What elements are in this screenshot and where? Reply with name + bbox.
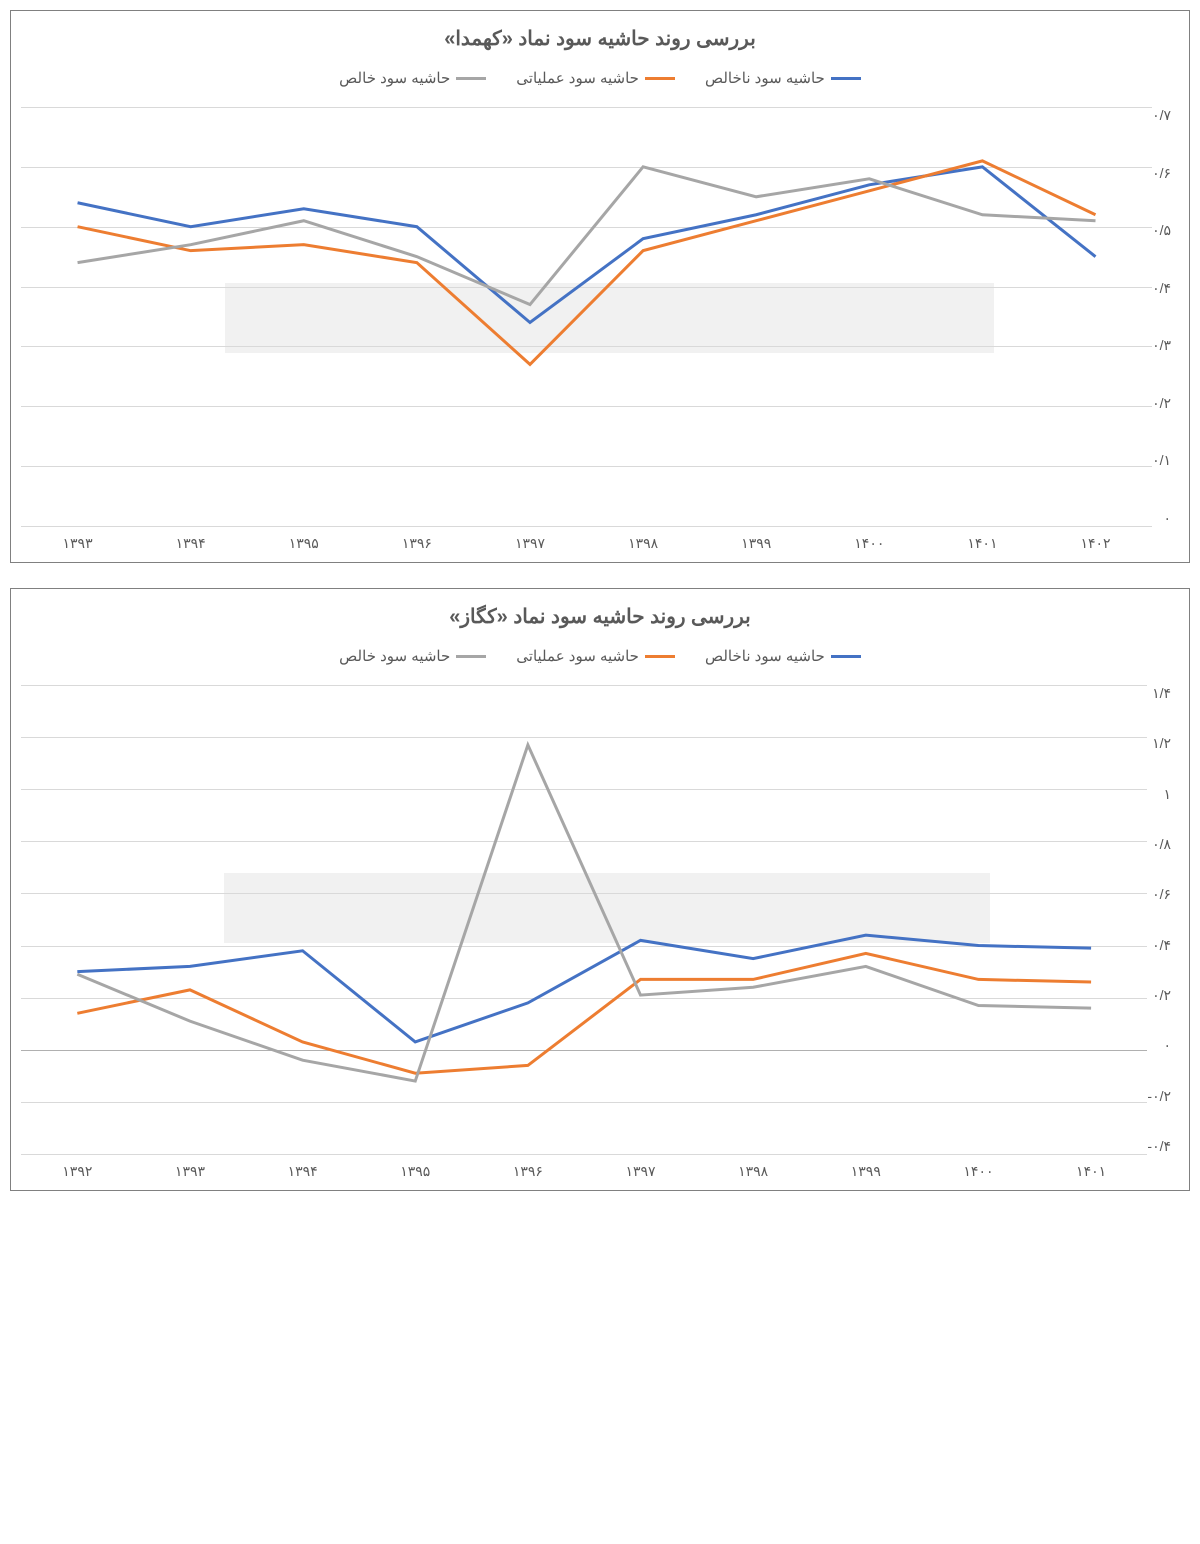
x-tick-label: ۱۳۹۹ (809, 1163, 922, 1180)
y-axis: ۰/۷ ۰/۶ ۰/۵ ۰/۴ ۰/۳ ۰/۲ ۰/۱ ۰ (1152, 107, 1179, 527)
x-tick-label: ۱۳۹۵ (247, 535, 360, 552)
x-tick-label: ۱۳۹۴ (134, 535, 247, 552)
y-tick-label: ۰/۱ (1152, 452, 1171, 469)
x-tick-label: ۱۳۹۷ (584, 1163, 697, 1180)
series-line (77, 745, 1091, 1081)
legend-swatch (645, 77, 675, 80)
legend-item-operating: حاشیه سود عملیاتی (516, 69, 675, 87)
y-tick-label: ۱/۴ (1152, 685, 1171, 702)
x-tick-label: ۱۴۰۲ (1039, 535, 1152, 552)
chart-title: بررسی روند حاشیه سود نماد «کهمدا» (21, 26, 1179, 51)
y-tick-label: -۰/۲ (1147, 1088, 1171, 1105)
gridline (21, 1154, 1147, 1155)
x-tick-label: ۱۳۹۳ (21, 535, 134, 552)
x-tick-label: ۱۴۰۰ (922, 1163, 1035, 1180)
y-tick-label: ۰/۴ (1152, 937, 1171, 954)
legend-item-net: حاشیه سود خالص (339, 647, 486, 665)
y-tick-label: ۰ (1163, 510, 1171, 527)
y-tick-label: ۰/۸ (1152, 836, 1171, 853)
y-tick-label: -۰/۴ (1147, 1138, 1171, 1155)
legend-label: حاشیه سود عملیاتی (516, 647, 639, 665)
legend-label: حاشیه سود خالص (339, 69, 450, 87)
legend: حاشیه سود ناخالص حاشیه سود عملیاتی حاشیه… (21, 69, 1179, 87)
x-tick-label: ۱۴۰۱ (1035, 1163, 1148, 1180)
chart-kahamda: بررسی روند حاشیه سود نماد «کهمدا» حاشیه … (10, 10, 1190, 563)
gridline (21, 526, 1152, 527)
chart-kagaz: بررسی روند حاشیه سود نماد «کگاز» حاشیه س… (10, 588, 1190, 1191)
x-tick-label: ۱۳۹۴ (246, 1163, 359, 1180)
y-tick-label: ۰/۷ (1152, 107, 1171, 124)
series-line (78, 161, 1096, 365)
legend-swatch (645, 655, 675, 658)
y-axis: ۱/۴ ۱/۲ ۱ ۰/۸ ۰/۶ ۰/۴ ۰/۲ ۰ -۰/۲ -۰/۴ (1147, 685, 1179, 1155)
legend-item-gross: حاشیه سود ناخالص (705, 69, 861, 87)
x-tick-label: ۱۳۹۷ (473, 535, 586, 552)
plot-inner (21, 107, 1152, 527)
plot-area: ۰/۷۰/۶۰/۵۰/۴۰/۳۰/۲۰/۱۰ ۱۳۹۳۱۳۹۴۱۳۹۵۱۳۹۶۱… (21, 107, 1179, 552)
y-tick-label: ۰/۲ (1152, 987, 1171, 1004)
series-line (77, 935, 1091, 1042)
legend-item-net: حاشیه سود خالص (339, 69, 486, 87)
legend: حاشیه سود ناخالص حاشیه سود عملیاتی حاشیه… (21, 647, 1179, 665)
x-tick-label: ۱۳۹۳ (134, 1163, 247, 1180)
legend-label: حاشیه سود ناخالص (705, 69, 825, 87)
series-svg (21, 685, 1147, 1154)
series-line (78, 167, 1096, 305)
x-tick-label: ۱۳۹۵ (359, 1163, 472, 1180)
x-tick-label: ۱۳۹۹ (700, 535, 813, 552)
x-tick-label: ۱۳۹۸ (587, 535, 700, 552)
x-tick-label: ۱۳۹۸ (697, 1163, 810, 1180)
x-tick-label: ۱۴۰۰ (813, 535, 926, 552)
y-tick-label: ۱ (1163, 786, 1171, 803)
legend-swatch (456, 655, 486, 658)
series-svg (21, 107, 1152, 526)
y-tick-label: ۰ (1163, 1037, 1171, 1054)
y-tick-label: ۰/۶ (1152, 886, 1171, 903)
plot-area: ۱/۴۱/۲۱۰/۸۰/۶۰/۴۰/۲۰-۰/۲-۰/۴ ۱۳۹۲۱۳۹۳۱۳۹… (21, 685, 1179, 1180)
y-tick-label: ۰/۶ (1152, 165, 1171, 182)
legend-swatch (831, 77, 861, 80)
legend-swatch (456, 77, 486, 80)
y-tick-label: ۰/۳ (1152, 337, 1171, 354)
y-tick-label: ۰/۴ (1152, 280, 1171, 297)
x-tick-label: ۱۳۹۲ (21, 1163, 134, 1180)
legend-label: حاشیه سود عملیاتی (516, 69, 639, 87)
chart-title: بررسی روند حاشیه سود نماد «کگاز» (21, 604, 1179, 629)
x-tick-label: ۱۳۹۶ (360, 535, 473, 552)
y-tick-label: ۱/۲ (1152, 735, 1171, 752)
legend-item-gross: حاشیه سود ناخالص (705, 647, 861, 665)
y-tick-label: ۰/۲ (1152, 395, 1171, 412)
series-line (78, 167, 1096, 323)
legend-label: حاشیه سود خالص (339, 647, 450, 665)
plot-inner (21, 685, 1147, 1155)
x-tick-label: ۱۴۰۱ (926, 535, 1039, 552)
legend-item-operating: حاشیه سود عملیاتی (516, 647, 675, 665)
legend-label: حاشیه سود ناخالص (705, 647, 825, 665)
x-tick-label: ۱۳۹۶ (472, 1163, 585, 1180)
x-axis: ۱۳۹۲۱۳۹۳۱۳۹۴۱۳۹۵۱۳۹۶۱۳۹۷۱۳۹۸۱۳۹۹۱۴۰۰۱۴۰۱ (21, 1163, 1147, 1180)
x-axis: ۱۳۹۳۱۳۹۴۱۳۹۵۱۳۹۶۱۳۹۷۱۳۹۸۱۳۹۹۱۴۰۰۱۴۰۱۱۴۰۲ (21, 535, 1152, 552)
legend-swatch (831, 655, 861, 658)
y-tick-label: ۰/۵ (1152, 222, 1171, 239)
